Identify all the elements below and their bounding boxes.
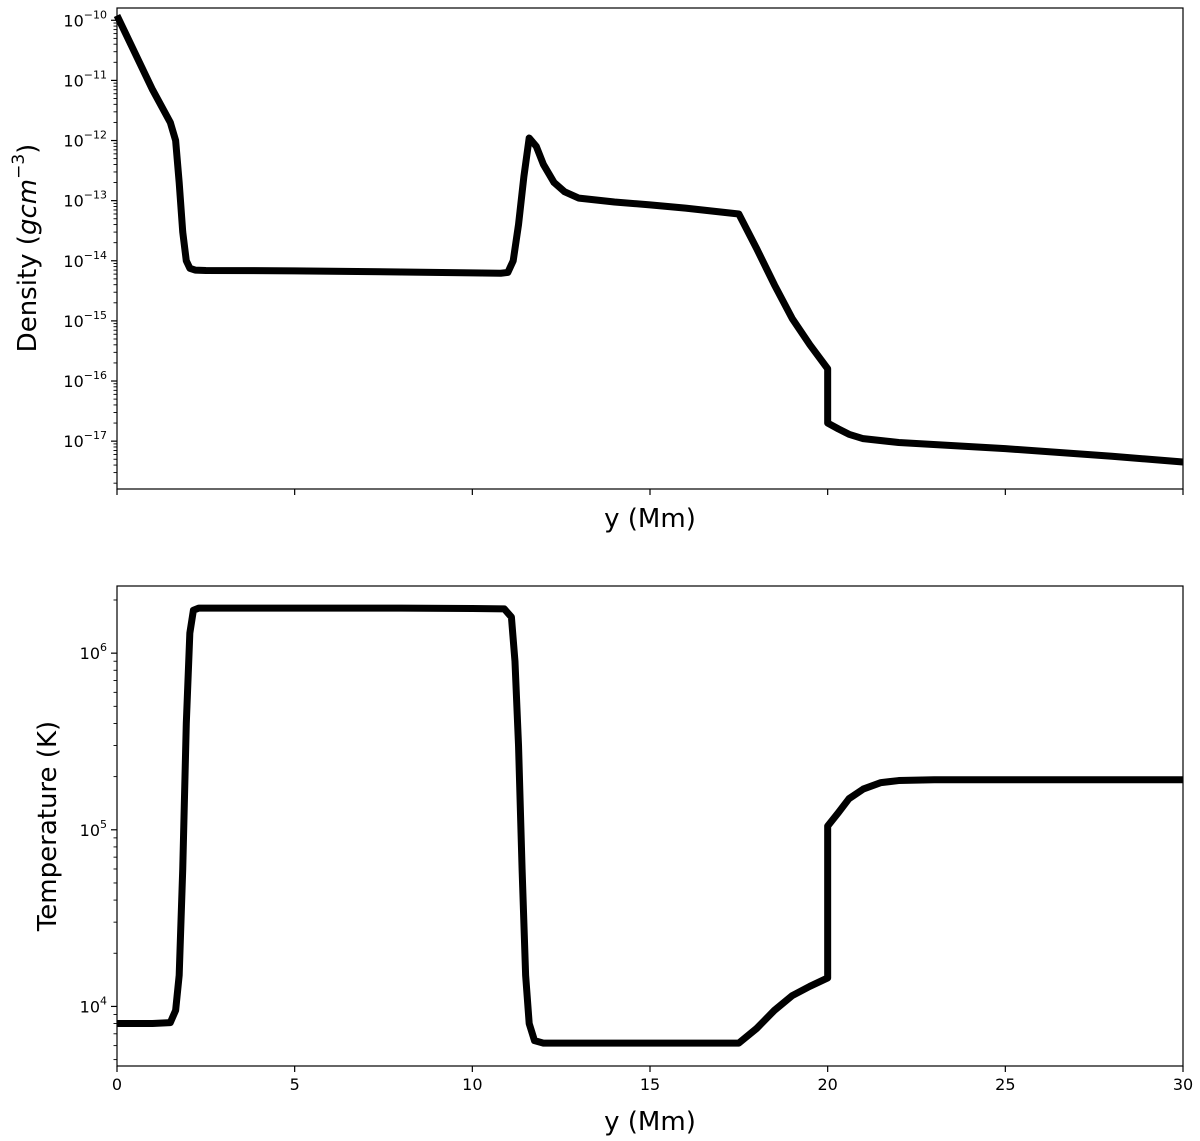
y-tick-label: 10−15 bbox=[63, 309, 107, 331]
y-tick-label: 10−12 bbox=[63, 129, 107, 151]
density-x-ticks bbox=[116, 489, 1184, 495]
y-tick-label: 104 bbox=[80, 994, 107, 1016]
y-tick-label: 10−11 bbox=[63, 68, 107, 90]
y-tick-label: 10−10 bbox=[63, 8, 107, 30]
y-tick-label: 10−14 bbox=[63, 249, 107, 271]
y-tick-label: 106 bbox=[80, 641, 107, 663]
density-x-axis-label: y (Mm) bbox=[604, 504, 696, 534]
y-tick-label: 105 bbox=[80, 818, 107, 840]
density-panel: 10−10 10−11 10−12 10−13 10−14 10−15 10−16 10−17… bbox=[9, 7, 1184, 534]
density-series-line bbox=[113, 13, 1184, 466]
x-tick-label: 25 bbox=[995, 1075, 1015, 1094]
temperature-y-axis-label: Temperature (K) bbox=[33, 721, 63, 932]
temperature-y-ticks: 106 105 104 bbox=[80, 599, 117, 1061]
density-plot-frame bbox=[116, 7, 1184, 490]
x-tick-label: 5 bbox=[290, 1075, 300, 1094]
temperature-panel: 106 105 104 0 5 10 15 20 25 30 y (Mm) Temperatur… bbox=[33, 585, 1193, 1137]
temperature-plot-frame bbox=[116, 585, 1184, 1067]
density-y-axis-label: Density (gcm−3) bbox=[9, 144, 43, 353]
temperature-series-line bbox=[117, 604, 1183, 1047]
x-tick-label: 20 bbox=[817, 1075, 837, 1094]
y-tick-label: 10−17 bbox=[63, 429, 107, 451]
x-tick-label: 0 bbox=[112, 1075, 122, 1094]
density-y-ticks: 10−10 10−11 10−12 10−13 10−14 10−15 10−16 10−17 bbox=[63, 8, 117, 484]
temperature-x-ticks: 0 5 10 15 20 25 30 bbox=[112, 1066, 1193, 1094]
x-tick-label: 10 bbox=[462, 1075, 482, 1094]
y-tick-label: 10−13 bbox=[63, 189, 107, 211]
x-tick-label: 30 bbox=[1173, 1075, 1193, 1094]
temperature-x-axis-label: y (Mm) bbox=[604, 1107, 696, 1137]
y-tick-label: 10−16 bbox=[63, 369, 107, 391]
x-tick-label: 15 bbox=[640, 1075, 660, 1094]
